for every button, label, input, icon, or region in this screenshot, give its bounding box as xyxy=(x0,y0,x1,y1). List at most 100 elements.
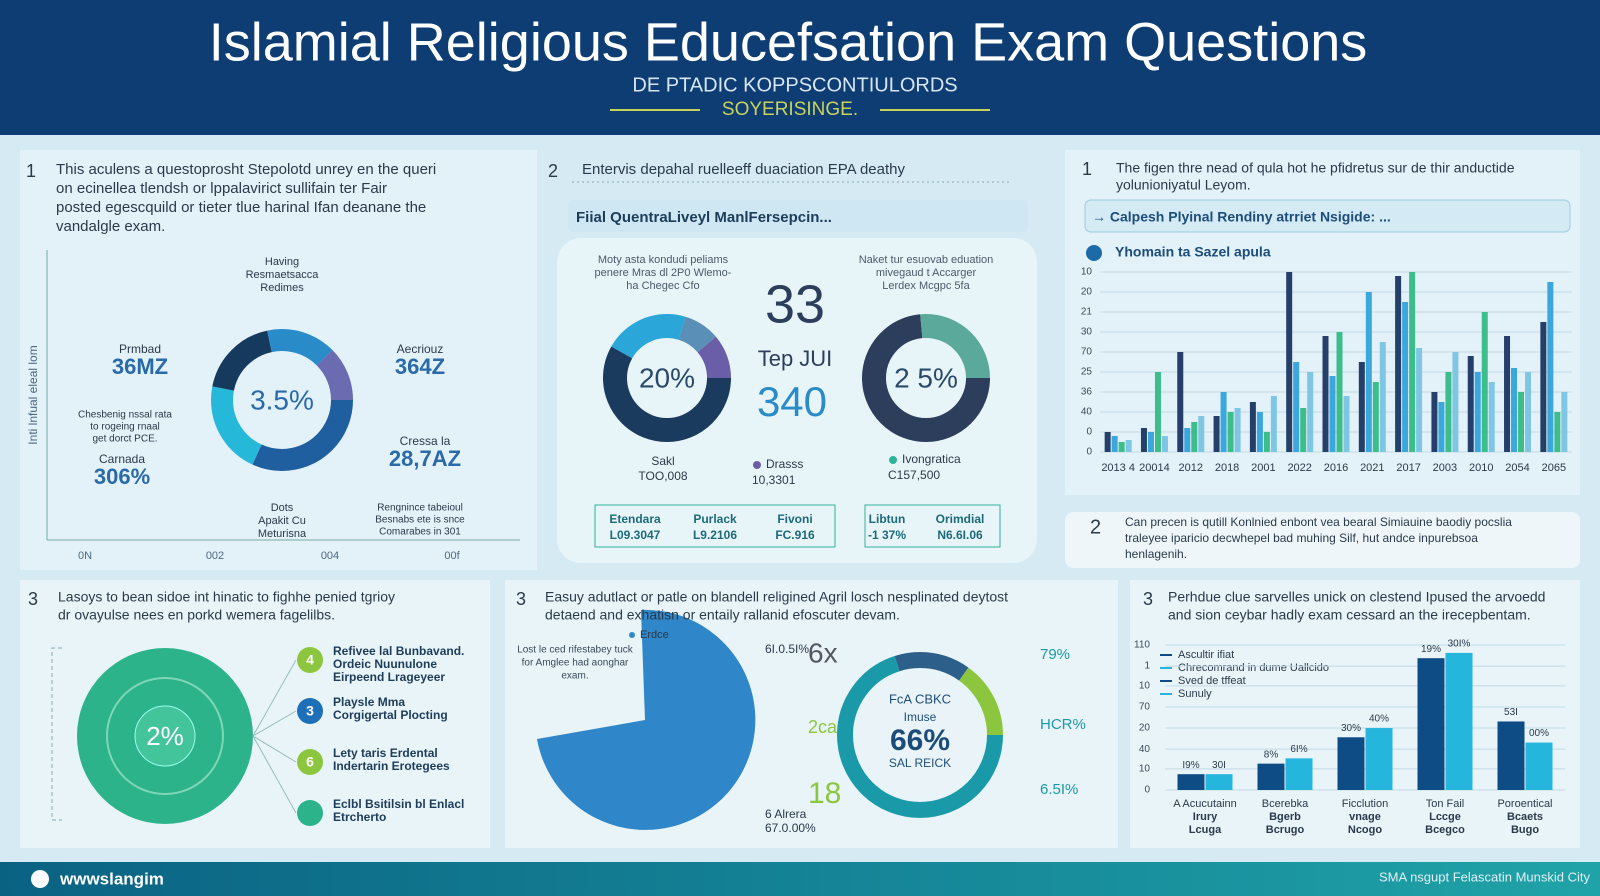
bar xyxy=(1205,774,1233,790)
text: Dots xyxy=(271,502,294,514)
text: Resmaetsacca xyxy=(246,269,320,281)
bar-label: 53I xyxy=(1504,707,1518,718)
bar xyxy=(1177,352,1184,452)
panel-number: 3 xyxy=(1143,589,1153,609)
y-tick-label: 10 xyxy=(1139,681,1151,692)
bar xyxy=(1402,302,1409,452)
text: Etendara xyxy=(609,512,661,526)
bar xyxy=(1365,728,1393,790)
panel xyxy=(1130,580,1580,848)
bar xyxy=(1147,432,1154,452)
bar-label: 40% xyxy=(1369,714,1389,725)
bar xyxy=(1438,402,1445,452)
bar xyxy=(1416,348,1423,452)
x-tick-label: 2017 xyxy=(1396,462,1420,474)
panel-number: 3 xyxy=(516,589,526,609)
text: Can precen is qutill Konlnied enbont vea… xyxy=(1125,515,1512,529)
ring xyxy=(837,652,1003,818)
bar-label: 30I xyxy=(1212,760,1226,771)
text: 6I.0.5I% xyxy=(765,642,809,656)
y-tick-label: 40 xyxy=(1081,407,1093,418)
text: Redimes xyxy=(260,282,304,294)
text: posted egescquild or tieter tlue harinal… xyxy=(56,199,426,216)
bar xyxy=(1177,774,1205,790)
text: Indertarin Erotegees xyxy=(333,759,450,773)
badge xyxy=(297,698,323,724)
text: L9.2106 xyxy=(693,528,737,542)
text: Comarabes in 301 xyxy=(379,527,461,538)
panel-number: 3 xyxy=(28,589,38,609)
y-tick-label: 1 xyxy=(1144,661,1150,672)
bar xyxy=(1417,658,1445,790)
x-tick-label: 2010 xyxy=(1469,462,1493,474)
bar xyxy=(1140,428,1147,452)
bar xyxy=(1270,396,1277,452)
title: Islamial Religious Educefsation Exam Que… xyxy=(209,12,1368,72)
text: Lety taris Erdental xyxy=(333,746,438,760)
bar xyxy=(1481,312,1488,452)
x-tick-label: 2054 xyxy=(1505,462,1529,474)
x-tick-label: A Acucutainn Irury Lcuga xyxy=(1173,798,1237,836)
text: 18 xyxy=(808,777,841,810)
text: Playsle Mma xyxy=(333,695,405,709)
banner xyxy=(568,200,1028,232)
text: L09.3047 xyxy=(610,528,661,542)
axis-label: Inti lnfual eleal lom xyxy=(26,345,40,444)
bar xyxy=(1220,392,1227,452)
text: Naket tur esuovab eduation xyxy=(859,254,994,266)
bar xyxy=(1125,440,1132,452)
y-tick-label: 25 xyxy=(1081,367,1093,378)
y-tick-label: 10 xyxy=(1081,267,1093,278)
text: Sunuly xyxy=(1178,688,1212,700)
text: 66% xyxy=(890,724,950,757)
bar xyxy=(1525,742,1553,790)
connector xyxy=(252,659,297,737)
text: Easuy adutlact or patle on blandell reli… xyxy=(545,589,1008,605)
bar xyxy=(1554,412,1561,452)
text: penere Mras dl 2P0 Wlemo- xyxy=(595,267,732,279)
y-tick-label: 70 xyxy=(1139,702,1151,713)
text: Libtun xyxy=(869,512,906,526)
panel-number: 1 xyxy=(1082,159,1092,179)
bar xyxy=(1365,292,1372,452)
bar xyxy=(1249,402,1256,452)
y-tick-label: 70 xyxy=(1081,347,1093,358)
text: Ordeic Nuunulone xyxy=(333,657,437,671)
bar xyxy=(1431,392,1438,452)
donut xyxy=(211,329,353,471)
bar xyxy=(1198,416,1205,452)
text: SMA nsgupt Felascatin Munskid City xyxy=(1379,869,1590,884)
check-icon xyxy=(1086,245,1102,261)
bar-label: 00% xyxy=(1529,728,1549,739)
bar xyxy=(1300,408,1307,452)
bar-label: 6I% xyxy=(1290,744,1307,755)
x-tick-label: 2065 xyxy=(1542,462,1566,474)
text: Sakl xyxy=(651,454,674,468)
panel-number: 1 xyxy=(26,161,36,181)
text: 36MZ xyxy=(112,354,168,379)
bar xyxy=(1286,272,1293,452)
text: Etrcherto xyxy=(333,810,386,824)
text: 002 xyxy=(206,550,224,562)
y-tick-label: 0 xyxy=(1086,427,1092,438)
x-tick-label: 2012 xyxy=(1179,462,1203,474)
text: 0N xyxy=(78,550,92,562)
bar xyxy=(1452,352,1459,452)
text: Meturisna xyxy=(258,528,307,540)
text: ha Chegec Cfo xyxy=(626,280,699,292)
pie xyxy=(537,609,756,830)
x-tick-label: 2003 xyxy=(1433,462,1457,474)
text: This aculens a questoprosht Stepolotd un… xyxy=(56,161,436,178)
text: Rengnince tabeioul xyxy=(377,503,463,514)
x-tick-label: 2021 xyxy=(1360,462,1384,474)
text: Prmbad xyxy=(119,342,161,356)
text: Corgigertal Plocting xyxy=(333,708,448,722)
text: TOO,008 xyxy=(638,469,687,483)
text: Ascultir ifiat xyxy=(1178,649,1234,661)
panel xyxy=(1065,512,1580,568)
x-tick-label: 2022 xyxy=(1287,462,1311,474)
text: Fiial QuentraLiveyl ManlFersepcin... xyxy=(576,209,832,226)
connector xyxy=(252,735,297,814)
